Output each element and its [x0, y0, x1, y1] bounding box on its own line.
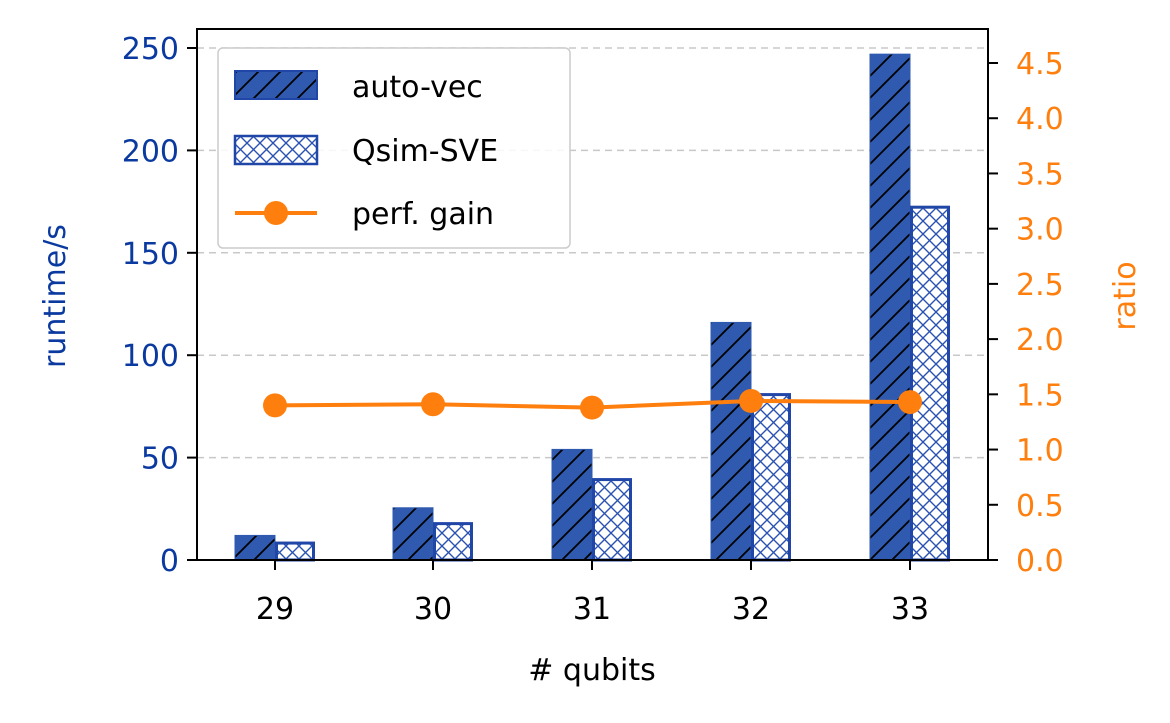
y-tick-label: 200 — [122, 134, 179, 169]
axes-layer: 0 50 100 150 200 250 0.0 0.5 1.0 1.5 2.0 2.5 3.0 3.5 4… — [122, 32, 1064, 627]
y2-tick-label: 3.5 — [1016, 157, 1064, 192]
bar-qsim-sve — [433, 522, 473, 562]
y-tick-label: 150 — [122, 237, 179, 272]
legend: auto-vec Qsim-SVE perf. gain — [217, 47, 571, 249]
y2-tick-label: 0.0 — [1016, 544, 1064, 579]
y2-tick-label: 4.0 — [1016, 102, 1064, 137]
legend-label-perf-gain: perf. gain — [352, 197, 494, 232]
legend-label-qsim-sve: Qsim-SVE — [352, 134, 498, 169]
bars-layer — [234, 53, 950, 562]
legend-swatch-qsim-sve — [233, 134, 319, 166]
point-perf-gain — [898, 390, 922, 415]
y2-tick-label: 1.5 — [1016, 378, 1064, 413]
y2-tick-label: 2.0 — [1016, 323, 1064, 358]
y-tick-label: 100 — [122, 339, 179, 374]
bar-auto-vec — [551, 448, 593, 561]
bar-auto-vec — [710, 321, 752, 561]
y-tick-label: 0 — [160, 544, 179, 579]
bar-qsim-sve — [592, 478, 632, 562]
x-tick-label: 29 — [256, 592, 294, 627]
bar-auto-vec — [869, 53, 911, 561]
bar-qsim-sve — [275, 541, 315, 562]
line-layer — [263, 388, 922, 420]
point-perf-gain — [580, 395, 604, 420]
y2-tick-label: 1.0 — [1016, 434, 1064, 469]
legend-marker-perf-gain — [264, 201, 288, 225]
point-perf-gain — [421, 392, 445, 417]
y2-tick-label: 2.5 — [1016, 268, 1064, 303]
x-tick-label: 32 — [732, 592, 770, 627]
y2-tick-label: 3.0 — [1016, 213, 1064, 248]
point-perf-gain — [739, 388, 763, 413]
y-axis-label: runtime/s — [38, 224, 73, 368]
x-tick-label: 31 — [573, 592, 611, 627]
bar-qsim-sve — [910, 205, 950, 562]
bar-qsim-sve — [751, 393, 791, 562]
x-axis-label: # qubits — [528, 653, 656, 688]
y-tick-label: 250 — [122, 32, 179, 67]
y2-tick-label: 4.5 — [1016, 47, 1064, 82]
legend-label-auto-vec: auto-vec — [352, 70, 483, 105]
bar-auto-vec — [234, 534, 276, 561]
x-tick-label: 30 — [414, 592, 452, 627]
bar-auto-vec — [392, 507, 434, 561]
point-perf-gain — [263, 393, 287, 418]
legend-swatch-auto-vec — [234, 70, 318, 100]
y2-tick-label: 0.5 — [1016, 489, 1064, 524]
y2-axis-label: ratio — [1108, 261, 1143, 330]
x-tick-label: 33 — [891, 592, 929, 627]
y-tick-label: 50 — [141, 442, 179, 477]
